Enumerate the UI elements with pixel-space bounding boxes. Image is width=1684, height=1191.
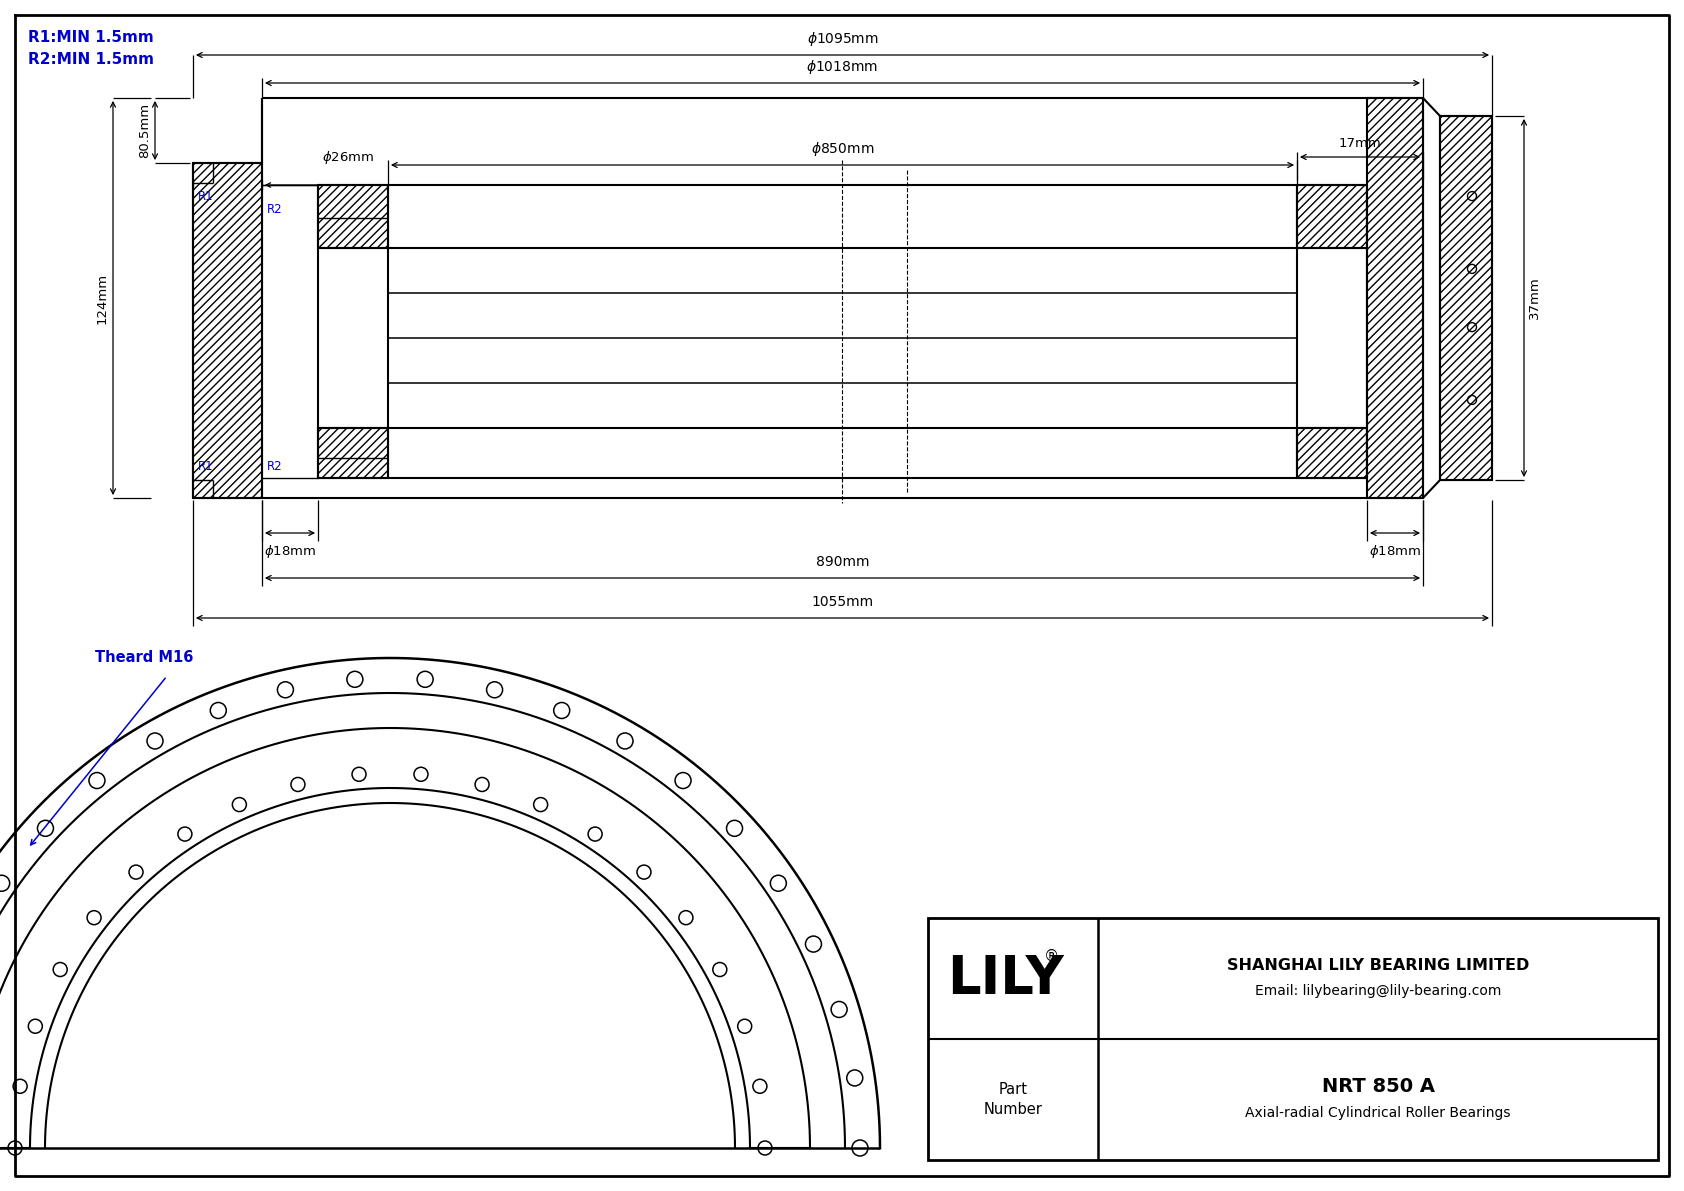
Text: ®: ®: [1044, 949, 1059, 964]
Text: $\phi$18mm: $\phi$18mm: [1369, 543, 1421, 560]
Text: $\phi$26mm: $\phi$26mm: [322, 149, 374, 166]
Polygon shape: [318, 428, 387, 478]
Polygon shape: [1297, 428, 1367, 478]
Text: $\phi$850mm: $\phi$850mm: [810, 141, 874, 158]
Text: 1055mm: 1055mm: [812, 596, 874, 609]
Polygon shape: [318, 185, 387, 248]
Polygon shape: [194, 163, 263, 498]
Text: 890mm: 890mm: [815, 555, 869, 569]
Text: $\phi$1018mm: $\phi$1018mm: [807, 58, 879, 76]
Text: Theard M16: Theard M16: [94, 650, 194, 666]
Text: 80.5mm: 80.5mm: [138, 102, 152, 158]
Text: 124mm: 124mm: [96, 273, 109, 324]
Text: 37mm: 37mm: [1527, 276, 1541, 319]
Text: $\phi$1095mm: $\phi$1095mm: [807, 30, 879, 48]
Polygon shape: [1297, 185, 1367, 248]
Text: R1: R1: [199, 191, 214, 202]
Text: R1: R1: [199, 460, 214, 473]
Text: Part: Part: [999, 1081, 1027, 1097]
Text: R2: R2: [268, 202, 283, 216]
Polygon shape: [1440, 116, 1492, 480]
Text: $\phi$18mm: $\phi$18mm: [264, 543, 317, 560]
Text: R1:MIN 1.5mm: R1:MIN 1.5mm: [29, 30, 153, 45]
Text: LILY: LILY: [946, 953, 1063, 1004]
Polygon shape: [1367, 98, 1423, 498]
Text: R2: R2: [268, 460, 283, 473]
Text: Axial-radial Cylindrical Roller Bearings: Axial-radial Cylindrical Roller Bearings: [1244, 1105, 1511, 1120]
Text: Number: Number: [983, 1102, 1042, 1117]
Bar: [928, 918, 1659, 1160]
Text: SHANGHAI LILY BEARING LIMITED: SHANGHAI LILY BEARING LIMITED: [1228, 958, 1529, 973]
Text: 17mm: 17mm: [1339, 137, 1381, 150]
Text: R2:MIN 1.5mm: R2:MIN 1.5mm: [29, 52, 153, 67]
Text: NRT 850 A: NRT 850 A: [1322, 1077, 1435, 1096]
Text: Email: lilybearing@lily-bearing.com: Email: lilybearing@lily-bearing.com: [1255, 984, 1500, 998]
